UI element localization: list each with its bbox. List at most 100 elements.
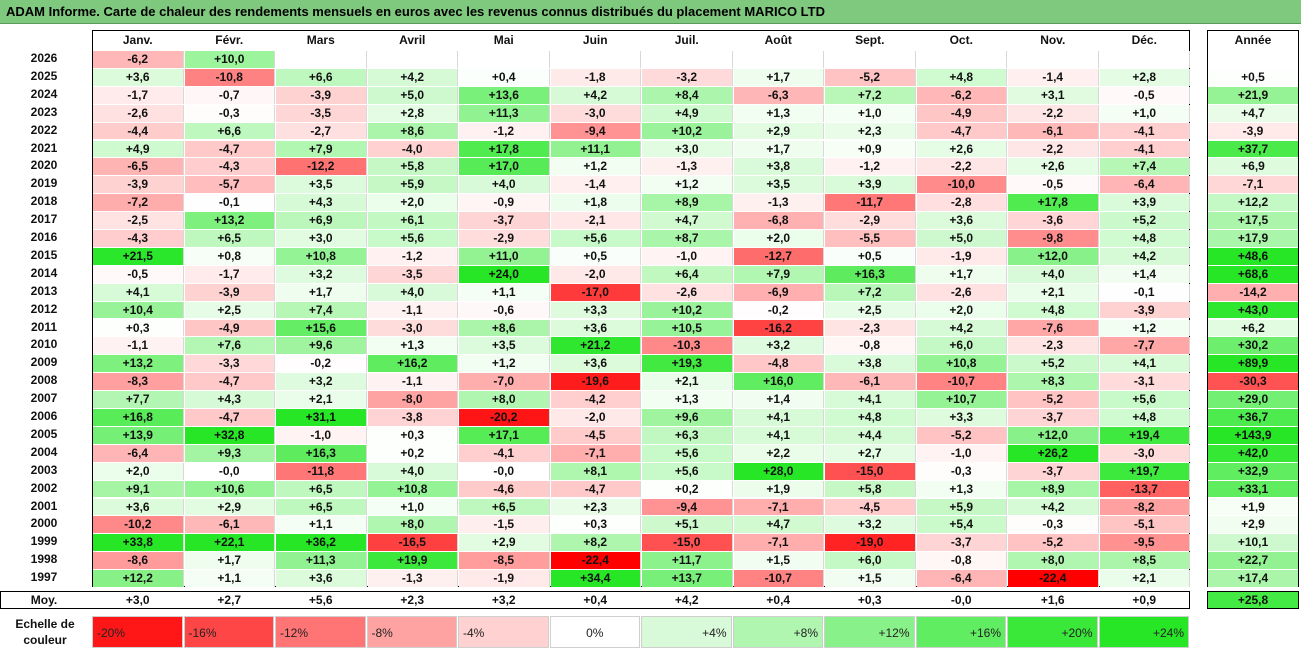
- month-value-cell: +31,1: [276, 409, 367, 426]
- month-value-cell: +2,0: [733, 230, 824, 247]
- year-label: 2024: [30, 86, 58, 101]
- month-value-cell: -0,5: [93, 265, 184, 283]
- month-value-cell: +2,1: [1008, 283, 1099, 301]
- month-value-cell: -4,1: [1099, 122, 1190, 140]
- month-value-cell: -16,2: [733, 319, 824, 337]
- month-value-cell: +2,6: [916, 140, 1007, 158]
- month-value-cell: +2,9: [184, 498, 275, 516]
- month-value-cell: +5,0: [367, 86, 458, 104]
- month-value-cell: -4,5: [825, 498, 916, 516]
- average-value-cell: -0,0: [950, 593, 972, 607]
- annual-value-cell: +48,6: [1208, 247, 1298, 265]
- month-value-cell: +10,0: [184, 51, 275, 68]
- month-value-cell: -3,3: [184, 355, 275, 373]
- month-value-cell: -8,0: [367, 391, 458, 408]
- month-value-cell: +3,6: [93, 68, 184, 86]
- month-value-cell: -0,3: [184, 104, 275, 122]
- annual-header: Année: [1234, 33, 1272, 47]
- month-value-cell: +11,1: [550, 140, 641, 158]
- month-header: Juil.: [674, 33, 699, 47]
- month-value-cell: -1,1: [367, 301, 458, 319]
- month-value-cell: -6,2: [916, 86, 1007, 104]
- annual-value-cell: -30,3: [1208, 373, 1298, 391]
- month-value-cell: -4,7: [184, 373, 275, 391]
- month-value-cell: +3,8: [825, 355, 916, 373]
- month-value-cell: +9,6: [642, 409, 733, 426]
- annual-value-cell: +143,9: [1208, 426, 1298, 444]
- month-value-cell: +11,7: [642, 552, 733, 570]
- month-value-cell: -9,8: [1008, 230, 1099, 247]
- month-value-cell: +4,0: [367, 283, 458, 301]
- month-value-cell: -6,1: [825, 373, 916, 391]
- annual-value-cell: +12,2: [1208, 194, 1298, 212]
- month-value-cell: -8,3: [93, 373, 184, 391]
- month-header: Août: [764, 33, 792, 47]
- month-value-cell: +3,0: [642, 140, 733, 158]
- month-value-cell: -2,2: [1008, 140, 1099, 158]
- month-value-cell: +2,9: [459, 534, 550, 552]
- month-value-cell: +3,9: [1099, 194, 1190, 212]
- month-value-cell: -10,2: [93, 516, 184, 534]
- month-value-cell: -0,1: [1099, 283, 1190, 301]
- month-value-cell: -1,3: [733, 194, 824, 212]
- month-value-cell: +3,6: [916, 212, 1007, 229]
- month-value-cell: -7,1: [733, 534, 824, 552]
- month-value-cell: +6,1: [367, 212, 458, 229]
- month-value-cell: -2,3: [825, 319, 916, 337]
- month-value-cell: -5,2: [825, 68, 916, 86]
- annual-value-cell: -7,1: [1208, 176, 1298, 194]
- month-value-cell: +5,6: [367, 230, 458, 247]
- month-header: Oct.: [949, 33, 973, 47]
- month-value-cell: +1,4: [733, 391, 824, 408]
- month-value-cell: +6,0: [825, 552, 916, 570]
- month-value-cell: +12,0: [1008, 247, 1099, 265]
- month-value-cell: +24,0: [459, 265, 550, 283]
- annual-value-cell: [1208, 51, 1298, 68]
- month-header: Déc.: [1131, 33, 1157, 47]
- month-value-cell: -4,3: [184, 158, 275, 176]
- month-value-cell: -3,7: [916, 534, 1007, 552]
- month-value-cell: +8,2: [550, 534, 641, 552]
- month-value-cell: +1,5: [825, 570, 916, 587]
- month-value-cell: +4,3: [184, 391, 275, 408]
- average-value-cell: +0,4: [766, 593, 791, 607]
- month-value-cell: +0,3: [93, 319, 184, 337]
- month-value-cell: -1,9: [916, 247, 1007, 265]
- month-value-cell: -0,5: [1008, 176, 1099, 194]
- month-value-cell: -4,9: [184, 319, 275, 337]
- month-value-cell: +10,2: [642, 301, 733, 319]
- month-value-cell: -2,0: [550, 265, 641, 283]
- month-value-cell: -0,8: [916, 552, 1007, 570]
- year-label: 2014: [30, 265, 58, 280]
- month-value-cell: -7,7: [1099, 337, 1190, 355]
- month-value-cell: -9,4: [642, 498, 733, 516]
- month-value-cell: +0,2: [642, 480, 733, 498]
- month-value-cell: [642, 51, 733, 68]
- month-value-cell: +3,6: [276, 570, 367, 587]
- month-value-cell: +2,8: [367, 104, 458, 122]
- average-annual-cell: +25,8: [1208, 592, 1298, 608]
- legend-label: Echelle de couleur: [15, 617, 75, 647]
- month-value-cell: +4,0: [367, 462, 458, 480]
- month-value-cell: -4,7: [916, 122, 1007, 140]
- month-value-cell: -3,0: [367, 319, 458, 337]
- month-value-cell: +4,0: [1008, 265, 1099, 283]
- month-value-cell: -9,5: [1099, 534, 1190, 552]
- month-value-cell: -2,6: [93, 104, 184, 122]
- month-value-cell: +0,3: [550, 516, 641, 534]
- month-value-cell: +10,6: [184, 480, 275, 498]
- month-value-cell: -1,2: [459, 122, 550, 140]
- month-value-cell: -6,4: [916, 570, 1007, 587]
- month-value-cell: +8,5: [1099, 552, 1190, 570]
- month-value-cell: +3,2: [276, 265, 367, 283]
- month-value-cell: -0,2: [276, 355, 367, 373]
- month-value-cell: +2,6: [1008, 158, 1099, 176]
- month-value-cell: -16,5: [367, 534, 458, 552]
- month-value-cell: -2,0: [550, 409, 641, 426]
- month-value-cell: -20,2: [459, 409, 550, 426]
- month-value-cell: -0,0: [459, 462, 550, 480]
- month-value-cell: +17,1: [459, 426, 550, 444]
- annual-value-cell: +2,9: [1208, 516, 1298, 534]
- average-row-frame: [0, 591, 1190, 609]
- annual-value-cell: +68,6: [1208, 265, 1298, 283]
